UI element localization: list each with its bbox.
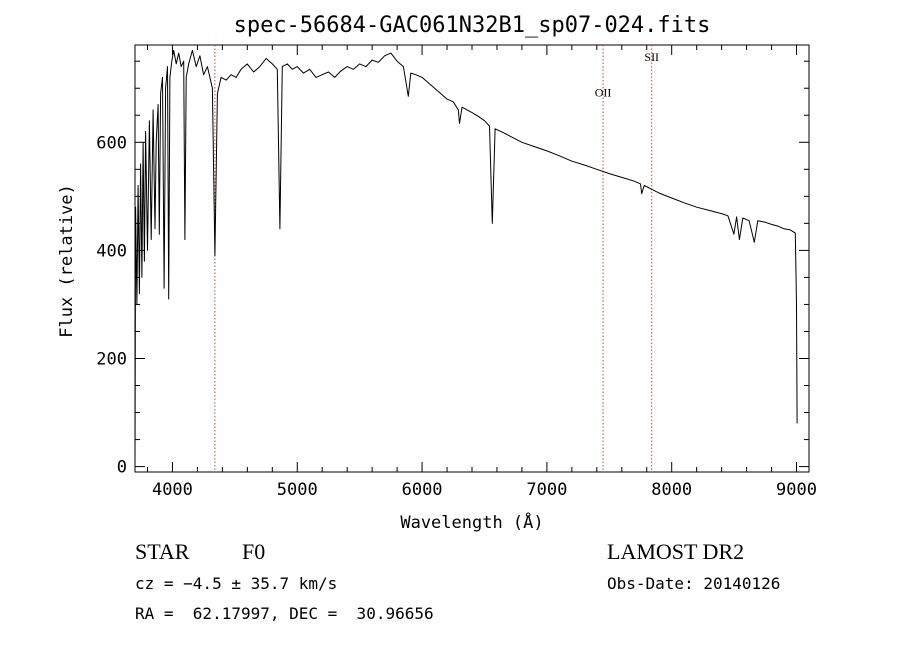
y-tick-label: 200 (96, 349, 127, 369)
x-tick-label: 6000 (402, 480, 443, 500)
object-subclass: F0 (242, 539, 266, 564)
x-tick-label: 9000 (776, 480, 817, 500)
spectrum-line (134, 49, 798, 467)
series-layer (134, 49, 798, 467)
y-tick-label: 400 (96, 241, 127, 261)
x-tick-label: 8000 (651, 480, 692, 500)
y-tick-label: 0 (117, 458, 127, 478)
y-tick-label: 600 (96, 133, 127, 153)
line-annotation: SII (644, 50, 659, 64)
y-axis-label: Flux (relative) (57, 184, 77, 338)
annotations: OII SII (595, 50, 659, 99)
feature-lines (214, 45, 653, 472)
object-class: STAR (135, 539, 190, 564)
axis-ticks: 4000 5000 6000 7000 8000 9000 0 200 400 600 (96, 45, 817, 500)
x-axis-label: Wavelength (Å) (400, 511, 543, 533)
x-tick-label: 7000 (526, 480, 567, 500)
obs-date: Obs-Date: 20140126 (607, 574, 781, 593)
survey-name: LAMOST DR2 (607, 539, 745, 564)
chart-title: spec-56684-GAC061N32B1_sp07-024.fits (234, 13, 711, 38)
redshift-text: cz = −4.5 ± 35.7 km/s (135, 574, 338, 593)
plot-frame (134, 44, 810, 473)
line-annotation: OII (595, 85, 612, 99)
x-tick-label: 5000 (277, 480, 318, 500)
x-tick-label: 4000 (152, 480, 193, 500)
coordinates: RA = 62.17997, DEC = 30.96656 (135, 604, 434, 623)
